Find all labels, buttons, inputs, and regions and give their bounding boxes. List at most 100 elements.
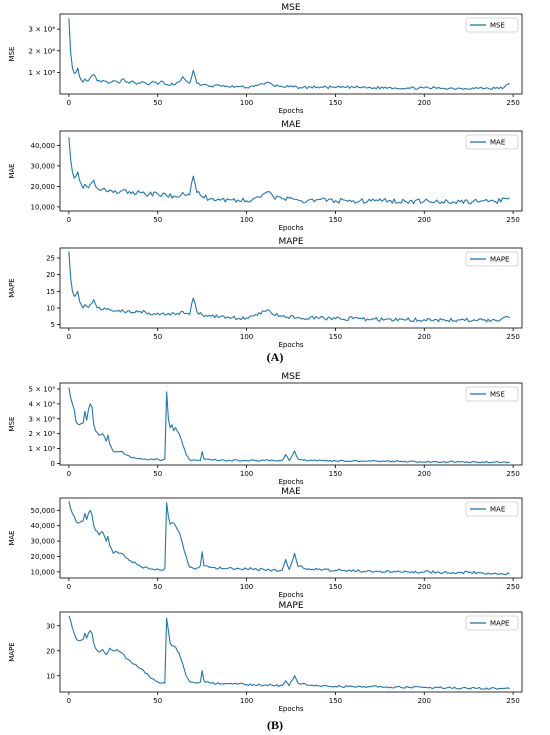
x-tick-label: 0 [67,583,71,591]
x-tick-label: 150 [329,99,342,107]
y-tick-label: 40,000 [31,142,56,150]
x-tick-label: 200 [418,216,431,224]
x-tick-label: 100 [240,470,253,478]
legend-label: MAPE [490,620,509,628]
legend-box [465,17,519,33]
y-tick-label: 1 × 10⁸ [29,69,56,77]
y-tick-label: 10 [46,672,55,680]
x-tick-label: 150 [329,583,342,591]
x-axis-label: Epochs [278,107,303,115]
y-tick-label: 20,000 [31,183,56,191]
series-line-mse [68,18,510,90]
legend-label: MSE [490,391,505,399]
series-line-mse [68,387,510,464]
legend-label: MSE [490,22,505,30]
y-axis-label: MAE [8,163,16,178]
x-tick-label: 200 [418,583,431,591]
y-axis-label: MAPE [8,642,16,661]
y-tick-label: 15 [46,288,55,296]
y-axis-label: MSE [8,47,16,62]
y-tick-label: 20 [46,647,55,655]
x-tick-label: 100 [240,333,253,341]
series-line-mape [68,615,510,690]
legend-box [465,501,519,517]
x-axis-label: Epochs [278,341,303,349]
y-tick-label: 10,000 [31,203,56,211]
x-tick-label: 50 [153,99,162,107]
x-tick-label: 250 [506,333,519,341]
y-tick-label: 5 [51,321,55,329]
legend-box [465,615,519,631]
y-tick-label: 30,000 [31,162,56,170]
x-tick-label: 200 [418,333,431,341]
chart-b-mape: MAPE 0 50 100 150 200 250 Epochs 10 20 30 MAPE MAPE [8,601,523,713]
x-tick-label: 150 [329,470,342,478]
x-tick-label: 50 [153,697,162,705]
x-tick-label: 50 [153,333,162,341]
y-tick-label: 3 × 10⁹ [29,415,56,423]
legend-box [465,134,519,150]
x-tick-label: 100 [240,99,253,107]
x-tick-label: 250 [506,697,519,705]
series-line-mape [68,251,510,323]
plot-frame [59,382,523,466]
series-line-mae [68,500,510,576]
x-tick-label: 50 [153,583,162,591]
x-tick-label: 50 [153,216,162,224]
x-tick-label: 200 [418,697,431,705]
x-tick-label: 150 [329,697,342,705]
x-axis-label: Epochs [278,591,303,599]
chart-title: MAE [281,120,301,130]
plot-frame [59,247,523,329]
plot-frame [59,13,523,95]
y-tick-label: 2 × 10⁹ [29,430,56,438]
y-tick-label: 20,000 [31,553,56,561]
x-tick-label: 150 [329,216,342,224]
legend-box [465,251,519,267]
y-tick-label: 30,000 [31,538,56,546]
x-tick-label: 0 [67,470,71,478]
x-tick-label: 100 [240,697,253,705]
x-tick-label: 0 [67,99,71,107]
x-tick-label: 50 [153,470,162,478]
y-tick-label: 10 [46,305,55,313]
y-tick-label: 10,000 [31,568,56,576]
x-axis-label: Epochs [278,478,303,486]
panel-label-b: (B) [267,718,283,732]
x-tick-label: 0 [67,333,71,341]
y-tick-label: 1 × 10⁹ [29,445,56,453]
y-tick-label: 30 [46,622,55,630]
y-tick-label: 50,000 [31,507,56,515]
x-tick-label: 100 [240,216,253,224]
x-tick-label: 250 [506,470,519,478]
chart-title: MAPE [278,601,303,611]
chart-title: MAE [281,487,301,497]
x-axis-label: Epochs [278,705,303,713]
x-tick-label: 200 [418,99,431,107]
chart-a-mape: MAPE 0 50 100 150 200 250 Epochs 5 10 15 20 25 MAPE MA… [8,237,523,349]
panel-label-a: (A) [266,350,284,364]
legend-label: MAE [490,139,505,147]
y-tick-label: 25 [46,255,55,263]
x-tick-label: 150 [329,333,342,341]
series-line-mae [68,137,510,205]
y-tick-label: 0 [51,460,55,468]
y-tick-label: 20 [46,271,55,279]
chart-title: MSE [281,372,300,382]
chart-b-mse: MSE 0 50 100 150 200 250 Epochs 0 1 × 10⁹ 2 × 10⁹ 3… [8,372,523,486]
chart-title: MSE [281,3,300,13]
chart-a-mae: MAE 0 50 100 150 200 250 Epochs 10,000 20,000 30,0… [8,120,523,232]
legend-box [465,386,519,402]
y-axis-label: MAE [8,530,16,545]
plot-frame [59,130,523,212]
x-axis-label: Epochs [278,224,303,232]
plot-frame [59,497,523,579]
x-tick-label: 250 [506,583,519,591]
x-tick-label: 0 [67,216,71,224]
y-tick-label: 2 × 10⁸ [29,47,56,55]
y-tick-label: 5 × 10⁹ [29,385,56,393]
chart-a-mse: MSE 0 50 100 150 200 250 Epochs 1 × 10⁸ 2 × 10⁸ 3 … [8,3,523,115]
x-tick-label: 200 [418,470,431,478]
x-tick-label: 0 [67,697,71,705]
